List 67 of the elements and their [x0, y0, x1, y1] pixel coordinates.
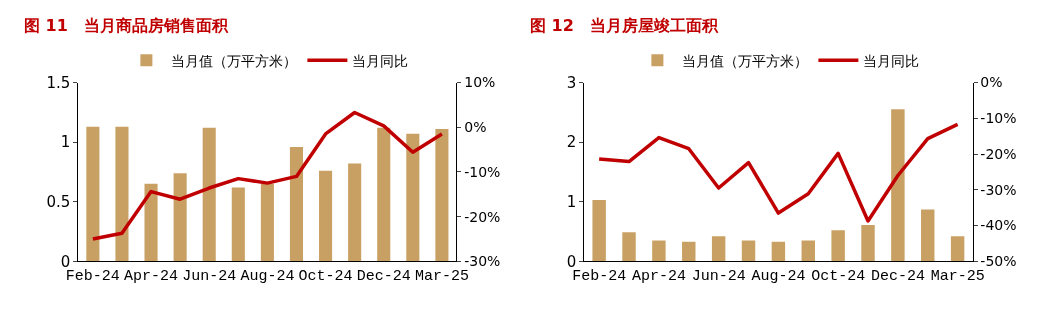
- y2-tick-label: -20%: [980, 145, 1017, 162]
- legend-label: 当月同比: [352, 52, 409, 69]
- x-tick-label: Dec-24: [870, 268, 925, 286]
- line-series: [91, 110, 444, 241]
- y2-tick-label: -40%: [980, 217, 1017, 234]
- y2-tick-label: -30%: [464, 253, 501, 270]
- x-tick-label: Jun-24: [691, 268, 746, 286]
- bar: [115, 126, 129, 262]
- bar: [950, 236, 965, 262]
- bar: [406, 133, 420, 262]
- bar: [652, 240, 666, 262]
- y2-tick-label: 0%: [464, 119, 487, 136]
- x-tick-label: Oct-24: [811, 268, 866, 286]
- y-tick-label: 1.5: [46, 73, 71, 92]
- bar: [592, 199, 606, 262]
- x-tick-label: Aug-24: [751, 268, 806, 286]
- x-tick-label: Feb-24: [65, 268, 120, 286]
- legend-label: 当月值（万平方米）: [682, 52, 809, 69]
- bar: [173, 173, 187, 262]
- y-tick-label: 0: [60, 252, 71, 271]
- y2-tick-label: -50%: [980, 253, 1017, 270]
- x-tick-label: Mar-25: [414, 268, 469, 286]
- y-tick-label: 1: [60, 133, 71, 152]
- bar: [682, 241, 696, 262]
- bar: [86, 126, 100, 262]
- x-tick-label: Apr-24: [631, 268, 686, 286]
- chart-title: 图 12 当月房屋竣工面积: [530, 16, 719, 35]
- x-tick-label: Aug-24: [240, 268, 295, 286]
- bar: [319, 170, 333, 262]
- bar: [348, 163, 362, 262]
- bar: [771, 241, 786, 262]
- x-tick-label: Jun-24: [182, 268, 237, 286]
- line-series: [597, 122, 960, 223]
- y2-tick-label: -10%: [464, 163, 501, 180]
- y-tick-label: 0.5: [46, 192, 71, 211]
- legend-label: 当月值（万平方米）: [171, 52, 298, 69]
- y2-tick-label: -30%: [980, 181, 1017, 198]
- y2-tick-label: -10%: [980, 110, 1017, 127]
- y2-tick-label: 0%: [980, 74, 1003, 91]
- x-tick-label: Feb-24: [572, 268, 627, 286]
- bar: [891, 109, 905, 262]
- x-tick-label: Mar-25: [930, 268, 985, 286]
- bar: [435, 129, 449, 262]
- bar: [741, 240, 756, 262]
- chart-title: 图 11 当月商品房销售面积: [24, 16, 229, 35]
- bar: [377, 127, 391, 262]
- bar: [801, 240, 815, 262]
- bar: [831, 230, 845, 262]
- x-tick-label: Apr-24: [124, 268, 179, 286]
- y-tick-label: 3: [566, 73, 577, 92]
- bar: [861, 224, 875, 262]
- bar: [921, 209, 935, 262]
- x-tick-label: Dec-24: [356, 268, 411, 286]
- y2-tick-label: 10%: [464, 74, 496, 91]
- bar: [260, 183, 274, 262]
- y-tick-label: 2: [566, 133, 577, 152]
- bar: [202, 127, 216, 262]
- x-tick-label: Oct-24: [298, 268, 353, 286]
- bar: [622, 232, 636, 262]
- bar: [144, 183, 158, 262]
- y2-tick-label: -20%: [464, 208, 501, 225]
- y-tick-label: 1: [566, 192, 577, 211]
- bar: [711, 236, 726, 262]
- y-tick-label: 0: [566, 252, 577, 271]
- bar: [289, 146, 304, 262]
- legend-label: 当月同比: [863, 52, 920, 69]
- bar: [231, 187, 245, 262]
